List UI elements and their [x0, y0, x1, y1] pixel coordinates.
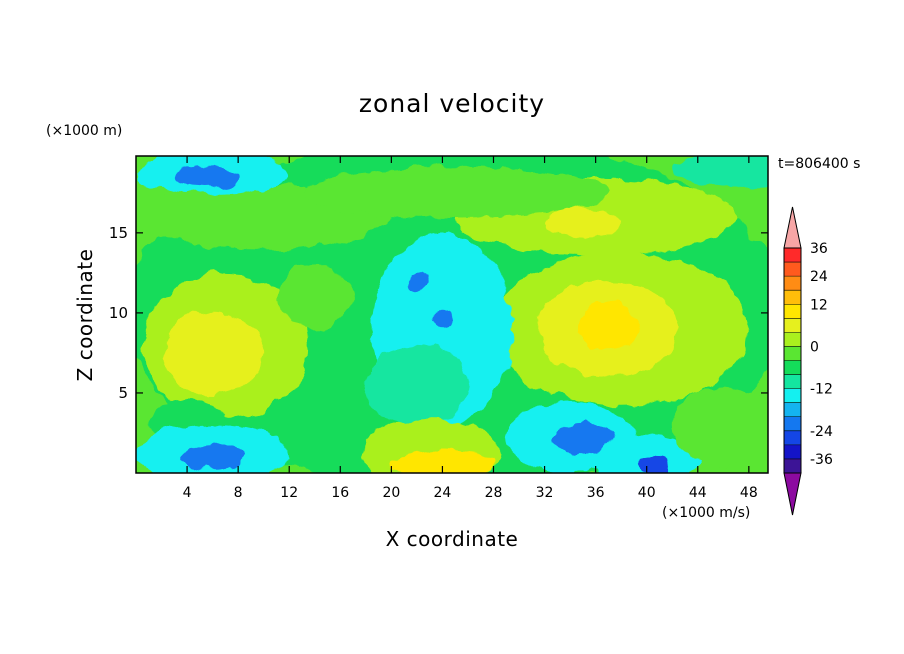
y-tick-label: 5: [118, 384, 128, 402]
field-region-26: [276, 264, 354, 329]
field-region-19: [595, 436, 698, 473]
colorbar-frame: [783, 247, 802, 474]
colorbar-tick-label: -24: [810, 424, 833, 440]
x-tick-label: 20: [382, 485, 400, 501]
y-tick-label: 15: [109, 224, 128, 242]
colorbar-level: [784, 346, 801, 361]
colorbar-level: [784, 374, 801, 389]
field-region-18: [180, 444, 245, 470]
colorbar-level: [784, 430, 801, 445]
colorbar-level: [784, 402, 801, 417]
field-region-10: [301, 167, 609, 219]
colorbar-level: [784, 290, 801, 305]
colorbar-level: [784, 388, 801, 403]
chart-title: zonal velocity: [359, 89, 545, 118]
colorbar-under-triangle: [783, 472, 802, 516]
field-region-2: [161, 311, 264, 395]
x-tick-label: 48: [740, 485, 758, 501]
colorbar-tick-label: 12: [810, 297, 828, 313]
plot-frame: [135, 155, 769, 474]
field-region-8: [544, 208, 622, 238]
field-region-22: [174, 165, 239, 189]
x-tick-label: 40: [638, 485, 656, 501]
colorbar-tick-label: 36: [810, 241, 828, 257]
field-region-16: [550, 423, 615, 453]
field-region-25: [433, 309, 452, 326]
colorbar-level: [784, 416, 801, 431]
x-tick-label: 4: [183, 485, 192, 501]
colorbar-level: [784, 304, 801, 319]
contour-field: [136, 156, 768, 473]
colorbar-level: [784, 248, 801, 263]
field-region-24: [406, 271, 428, 291]
colorbar-over-triangle: [783, 206, 802, 249]
colorbar-tick-label: 24: [810, 269, 828, 285]
colorbar-level: [784, 458, 801, 473]
x-tick-label: 44: [689, 485, 707, 501]
x-tick-label: 16: [331, 485, 349, 501]
colorbar-level: [784, 262, 801, 277]
x-axis: 4 8 12 16 20 24 28 32 36 40 44 48: [183, 156, 758, 501]
y-unit-label: (×1000 m): [46, 123, 122, 139]
time-label: t=806400 s: [778, 156, 860, 172]
colorbar-level: [784, 332, 801, 347]
field-region-12: [365, 344, 468, 425]
colorbar-level: [784, 444, 801, 459]
y-axis: 5 10 15: [109, 224, 768, 402]
x-tick-label: 12: [280, 485, 298, 501]
field-region-6: [576, 301, 641, 350]
colorbar-level: [784, 276, 801, 291]
field-region-23: [672, 156, 768, 189]
x-tick-label: 36: [587, 485, 605, 501]
colorbar-level: [784, 318, 801, 333]
x-tick-label: 8: [234, 485, 243, 501]
field-region-14: [391, 448, 494, 473]
colorbar-tick-label: -36: [810, 452, 833, 468]
plot-area: [136, 156, 768, 473]
colorbar-level: [784, 360, 801, 375]
field-region-20: [637, 456, 669, 473]
field-region-27: [672, 384, 768, 465]
colorbar-tick-label: 0: [810, 339, 819, 355]
y-axis-label: Z coordinate: [73, 249, 97, 382]
x-tick-label: 28: [485, 485, 503, 501]
x-unit-label: (×1000 m/s): [662, 505, 750, 521]
x-tick-label: 32: [536, 485, 554, 501]
x-axis-label: X coordinate: [386, 527, 519, 551]
colorbar: 36 24 12 0 -12 -24 -36: [783, 206, 833, 516]
colorbar-tick-label: -12: [810, 382, 833, 398]
y-tick-label: 10: [109, 304, 128, 322]
x-tick-label: 24: [434, 485, 452, 501]
